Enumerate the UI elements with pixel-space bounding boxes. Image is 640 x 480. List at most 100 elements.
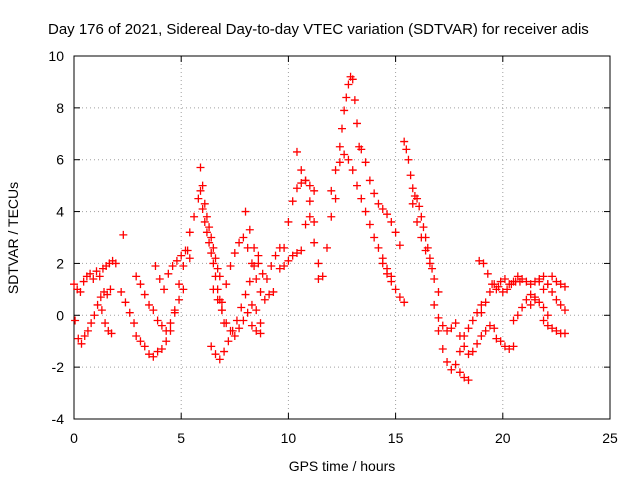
series-arc-12 [241,207,284,283]
x-axis-label: GPS time / hours [289,458,396,474]
data-point [556,300,565,309]
data-point [200,217,209,226]
series-arc-23 [430,300,486,374]
data-point [235,238,244,247]
data-point [535,277,544,286]
data-point [322,243,331,252]
data-point [498,287,507,296]
data-point [451,360,460,369]
data-point [288,197,297,206]
x-tick-labels: 0 5 10 15 20 25 [70,430,618,446]
data-point [447,324,456,333]
y-tick-label: 0 [56,307,64,323]
data-point [224,337,233,346]
data-point [395,293,404,302]
data-point [539,303,548,312]
data-point [245,225,254,234]
data-point [483,269,492,278]
data-point [415,202,424,211]
data-point [198,204,207,213]
data-point [252,326,261,335]
data-point [297,179,306,188]
series-arc-29 [509,290,552,325]
data-point [258,269,267,278]
data-point [166,319,175,328]
data-point [86,269,95,278]
data-point [370,189,379,198]
data-point [269,287,278,296]
data-point [280,262,289,271]
data-point [215,355,224,364]
data-point [117,287,126,296]
data-point [160,285,169,294]
y-tick-label: 6 [56,152,64,168]
data-point [280,243,289,252]
data-point [106,285,115,294]
data-point [205,223,214,232]
data-point [505,344,514,353]
data-point [130,319,139,328]
series-arc-20 [378,259,409,307]
y-tick-label: -2 [52,359,65,375]
data-point [202,212,211,221]
data-point [348,75,357,84]
series-arc-08 [196,186,229,328]
data-point [361,207,370,216]
data-point [132,272,141,281]
data-point [548,324,557,333]
data-point [245,277,254,286]
data-point [93,300,102,309]
data-point [481,298,490,307]
data-point [157,321,166,330]
data-point [430,274,439,283]
data-point [301,220,310,229]
y-tick-label: 8 [56,100,64,116]
data-point [539,285,548,294]
data-point [237,303,246,312]
y-tick-labels: -4 -2 0 2 4 6 8 10 [48,48,64,427]
data-point [344,155,353,164]
series-arc-22 [408,199,443,296]
data-point [140,342,149,351]
grid-lines [74,56,610,419]
data-point [391,285,400,294]
data-point [211,350,220,359]
series-arc-30 [526,272,569,315]
series-arc-18 [335,150,396,281]
data-point [213,295,222,304]
data-point [338,124,346,133]
data-point [119,230,128,239]
data-point [331,166,340,175]
x-tick-label: 10 [281,430,297,446]
data-point [560,329,569,338]
data-point [408,199,417,208]
data-point [267,262,276,271]
data-point [443,357,452,366]
data-point [342,93,351,102]
data-point [241,290,250,299]
data-point [387,217,396,226]
data-point [443,326,452,335]
data-point [473,339,482,348]
data-point [310,186,319,195]
data-point [509,342,518,351]
data-point [374,243,383,252]
plot-frame [73,55,611,420]
data-point [153,316,162,325]
data-point [252,306,261,315]
data-point [530,295,539,304]
data-point [310,217,319,226]
data-point [209,243,218,252]
data-point [83,326,92,335]
data-point [560,306,569,315]
data-point [477,300,486,309]
data-point [335,142,344,151]
data-point [198,181,207,190]
data-point [434,287,443,296]
data-point [79,277,88,286]
data-point [518,303,527,312]
data-point [406,171,415,180]
data-point [539,316,548,325]
data-point [136,337,145,346]
series-arc-04 [119,230,192,361]
